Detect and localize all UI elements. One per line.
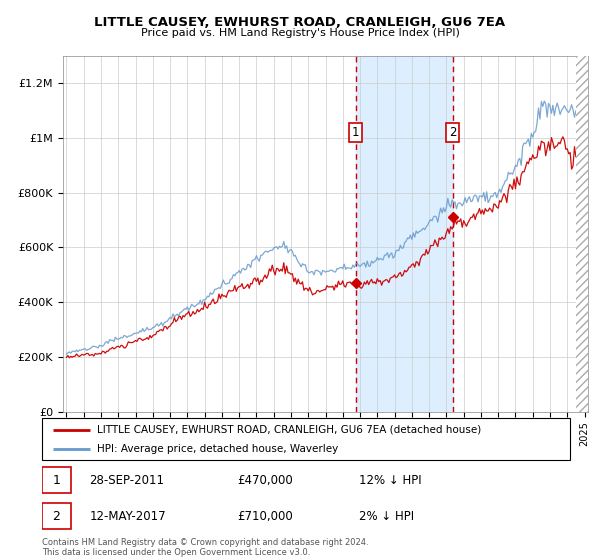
FancyBboxPatch shape	[42, 503, 71, 529]
Text: £470,000: £470,000	[238, 474, 293, 487]
Text: 2: 2	[449, 126, 457, 139]
FancyBboxPatch shape	[42, 468, 71, 493]
Text: 12% ↓ HPI: 12% ↓ HPI	[359, 474, 421, 487]
Text: 12-MAY-2017: 12-MAY-2017	[89, 510, 166, 522]
Text: LITTLE CAUSEY, EWHURST ROAD, CRANLEIGH, GU6 7EA (detached house): LITTLE CAUSEY, EWHURST ROAD, CRANLEIGH, …	[97, 424, 482, 435]
Text: 2% ↓ HPI: 2% ↓ HPI	[359, 510, 414, 522]
Text: Contains HM Land Registry data © Crown copyright and database right 2024.
This d: Contains HM Land Registry data © Crown c…	[42, 538, 368, 557]
Text: HPI: Average price, detached house, Waverley: HPI: Average price, detached house, Wave…	[97, 444, 338, 454]
Bar	[356, 56, 453, 412]
Text: 2: 2	[53, 510, 61, 522]
Bar	[576, 56, 593, 412]
Text: 28-SEP-2011: 28-SEP-2011	[89, 474, 164, 487]
Text: 1: 1	[352, 126, 359, 139]
FancyBboxPatch shape	[42, 418, 570, 460]
Text: Price paid vs. HM Land Registry's House Price Index (HPI): Price paid vs. HM Land Registry's House …	[140, 28, 460, 38]
Text: £710,000: £710,000	[238, 510, 293, 522]
Text: LITTLE CAUSEY, EWHURST ROAD, CRANLEIGH, GU6 7EA: LITTLE CAUSEY, EWHURST ROAD, CRANLEIGH, …	[94, 16, 506, 29]
Text: 1: 1	[53, 474, 61, 487]
